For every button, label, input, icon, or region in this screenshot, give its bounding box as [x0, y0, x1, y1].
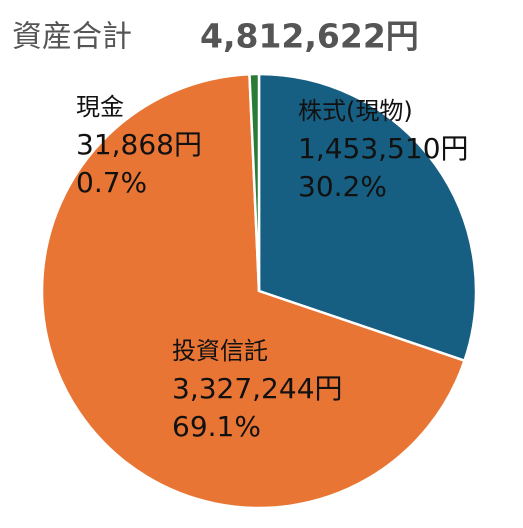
slice-percent: 69.1%	[172, 410, 261, 443]
chart-title: 資産合計	[12, 20, 132, 55]
slice-name: 現金	[76, 93, 124, 121]
slice-name: 株式(現物)	[298, 97, 413, 125]
slice-amount: 3,327,244円	[172, 372, 343, 405]
slice-amount: 1,453,510円	[298, 132, 469, 165]
pie-slice	[257, 72, 478, 363]
slice-percent: 0.7%	[76, 166, 147, 199]
slice-percent: 30.2%	[298, 170, 387, 203]
pie-slice	[248, 72, 261, 292]
total: 4,812,622円	[200, 17, 419, 56]
slice-amount: 31,868円	[76, 128, 202, 161]
slice-name: 投資信託	[172, 337, 268, 365]
pie-slice	[40, 72, 467, 510]
